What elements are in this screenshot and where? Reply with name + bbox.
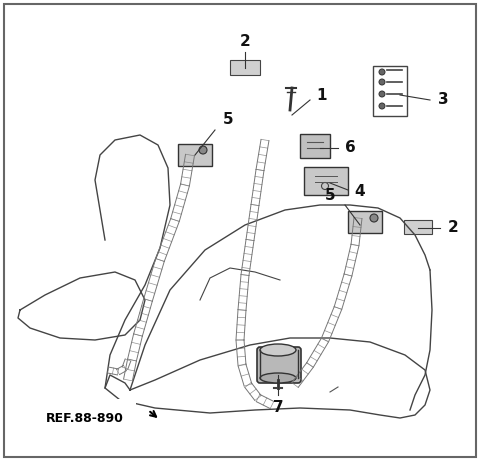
Circle shape <box>199 146 207 154</box>
Text: 3: 3 <box>438 93 448 107</box>
Text: REF.88-890: REF.88-890 <box>46 412 124 425</box>
FancyBboxPatch shape <box>178 144 212 166</box>
Text: 2: 2 <box>240 35 251 49</box>
Text: 6: 6 <box>345 141 355 155</box>
Circle shape <box>379 103 385 109</box>
FancyBboxPatch shape <box>300 134 330 158</box>
Text: 5: 5 <box>223 112 233 128</box>
Circle shape <box>379 91 385 97</box>
Text: 5: 5 <box>324 188 336 202</box>
Text: 4: 4 <box>355 184 365 200</box>
FancyBboxPatch shape <box>230 60 260 75</box>
FancyBboxPatch shape <box>404 220 432 234</box>
Ellipse shape <box>260 344 296 356</box>
Circle shape <box>379 79 385 85</box>
FancyBboxPatch shape <box>304 167 348 195</box>
Text: 2: 2 <box>448 220 458 236</box>
FancyBboxPatch shape <box>348 211 382 233</box>
Text: 7: 7 <box>273 401 283 415</box>
Ellipse shape <box>260 373 296 383</box>
Text: 1: 1 <box>317 89 327 104</box>
Circle shape <box>379 69 385 75</box>
Circle shape <box>370 214 378 222</box>
FancyBboxPatch shape <box>257 347 301 383</box>
